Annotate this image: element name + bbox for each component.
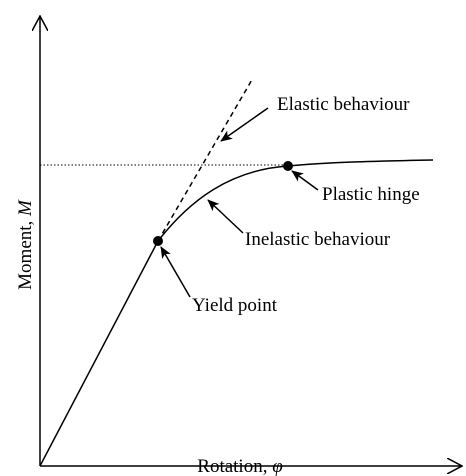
annotation: Elastic behaviour — [277, 94, 410, 115]
x-axis-label: Rotation, φ — [197, 456, 282, 476]
annotation: Yield point — [192, 295, 278, 316]
label-symbol: φ — [272, 456, 283, 476]
annotation-arrow — [207, 199, 244, 234]
annotation: Inelastic behaviour — [245, 229, 391, 250]
elastic-line — [39, 240, 159, 467]
annotation-arrow — [220, 107, 269, 142]
annotation-arrow — [291, 170, 319, 191]
annotation-arrow — [160, 246, 191, 298]
plastic-hinge-dot — [283, 161, 293, 171]
annotation: Plastic hinge — [322, 184, 420, 205]
yield-point-dot — [153, 236, 163, 246]
label-symbol: M — [15, 199, 36, 217]
label-text: Rotation, — [197, 456, 272, 476]
elastic-extension — [157, 77, 254, 242]
label-text: Moment, — [15, 216, 36, 290]
y-axis-label: Moment, M — [15, 199, 36, 290]
